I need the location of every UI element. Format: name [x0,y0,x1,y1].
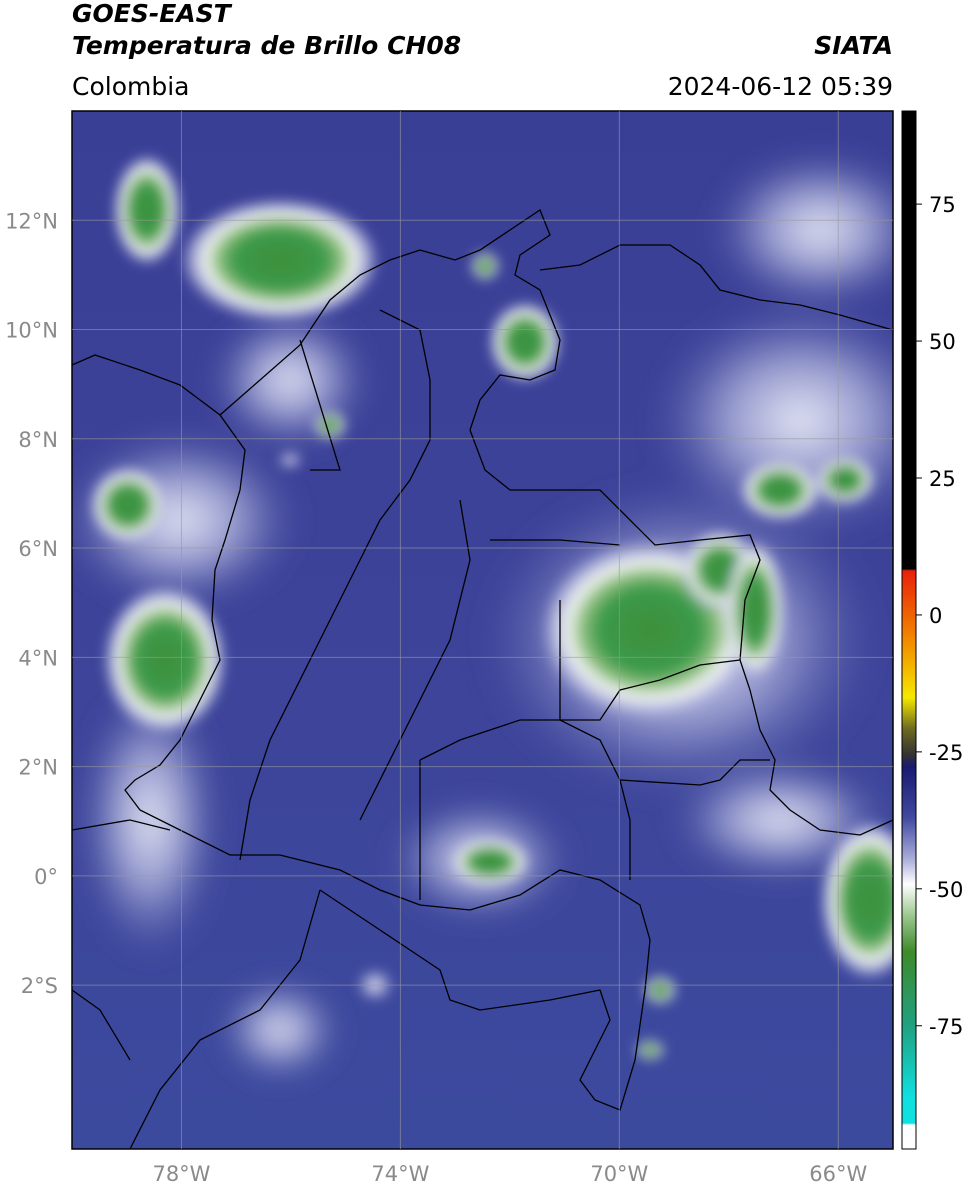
colorbar-tick-label: 0 [929,604,942,628]
y-tick-label: 2°N [18,756,58,780]
colorbar-tick-label: 25 [929,467,956,491]
y-tick-label: 4°N [18,646,58,670]
colorbar-tick-label: -75 [929,1015,963,1039]
satellite-image [72,111,893,1149]
map-frame [71,110,894,1150]
y-tick-label: 8°N [18,428,58,452]
y-tick-label: 12°N [5,209,58,233]
graticule [72,111,893,1149]
x-tick-label: 78°W [152,1162,210,1186]
datetime: 2024-06-12 05:39 [668,72,893,101]
colorbar-tick-label: 75 [929,193,956,217]
subtitle: Temperatura de Brillo CH08 [72,31,461,60]
y-tick-label: 6°N [18,537,58,561]
colorbar-tick-label: -50 [929,878,963,902]
x-tick-label: 74°W [371,1162,429,1186]
colorbar-tick-label: -25 [929,741,963,765]
y-tick-label: 0° [34,865,58,889]
x-tick-label: 66°W [809,1162,867,1186]
colorbar [901,110,917,1150]
x-tick-label: 70°W [590,1162,648,1186]
y-tick-label: 10°N [5,319,58,343]
y-tick-label: 2°S [21,974,58,998]
source: SIATA [814,31,893,60]
region: Colombia [72,72,189,101]
title: GOES-EAST [72,0,233,28]
colorbar-tick-label: 50 [929,330,956,354]
